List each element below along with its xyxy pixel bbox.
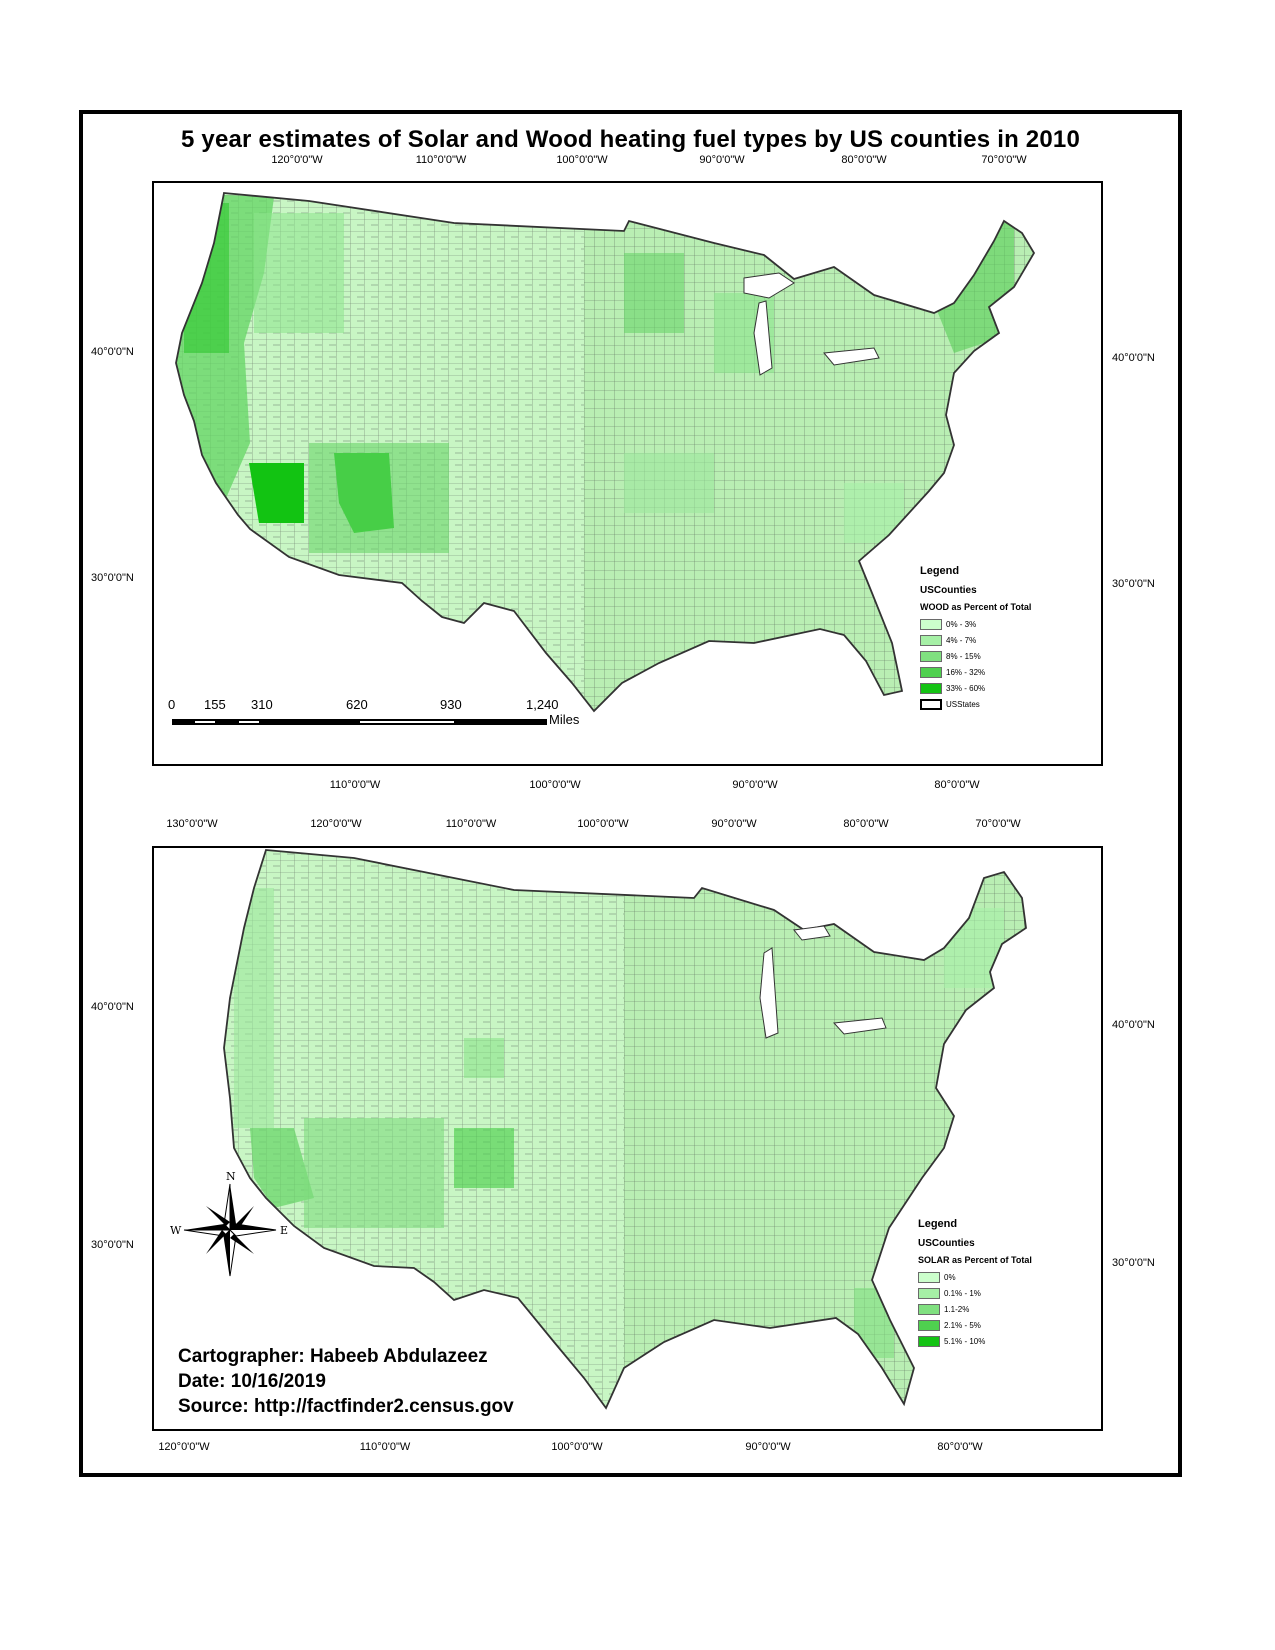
legend-swatch	[920, 682, 942, 694]
west-label: W	[170, 1224, 182, 1237]
legend-class: 1.1-2%	[918, 1301, 1078, 1317]
north-arrow: N E W	[170, 1170, 288, 1277]
legend-swatch	[918, 1287, 940, 1299]
bottom-map-lat-tick: 40°0'0"N	[91, 1001, 134, 1013]
solar-map: N E W	[170, 849, 1027, 1410]
scale-label-310: 310	[251, 697, 273, 712]
top-map-lat-tick: 40°0'0"N	[1112, 352, 1155, 364]
map-layout-frame: 5 year estimates of Solar and Wood heati…	[79, 110, 1182, 1477]
north-label: N	[226, 1170, 236, 1183]
legend-class: 2.1% - 5%	[918, 1317, 1078, 1333]
wood-map	[172, 192, 1036, 725]
top-map-lon-tick: 90°0'0"W	[699, 154, 745, 166]
bottom-map-lon-tick: 90°0'0"W	[711, 818, 757, 830]
east-label: E	[280, 1224, 288, 1237]
bottom-map-lat-tick: 40°0'0"N	[1112, 1019, 1155, 1031]
top-map-lon-tick: 80°0'0"W	[841, 154, 887, 166]
legend-class: 4% - 7%	[920, 632, 1080, 648]
legend-class: 0%	[918, 1269, 1078, 1285]
legend-swatch	[918, 1271, 940, 1283]
legend-field: WOOD as Percent of Total	[920, 602, 1032, 612]
scale-label-0: 0	[168, 697, 176, 712]
bottom-map-lon-tick: 110°0'0"W	[445, 818, 497, 830]
scale-unit: Miles	[549, 712, 580, 727]
scale-label-155: 155	[204, 697, 226, 712]
top-map-lon-tick: 90°0'0"W	[732, 779, 778, 791]
legend-swatch	[920, 650, 942, 662]
top-map-lat-tick: 30°0'0"N	[91, 572, 134, 584]
legend-swatch	[918, 1319, 940, 1331]
cartographer-credit: Cartographer: Habeeb Abdulazeez	[178, 1346, 488, 1367]
legend-swatch	[920, 618, 942, 630]
wood-map-frame: 0 155 310 620 930 1,240 Miles Legend USC…	[152, 181, 1103, 766]
legend-layer: USCounties	[918, 1238, 975, 1249]
scale-label-1240: 1,240	[526, 697, 559, 712]
legend-layer: USCounties	[920, 585, 977, 596]
bottom-map-lon-tick: 80°0'0"W	[937, 1441, 983, 1453]
wood-legend: Legend USCounties WOOD as Percent of Tot…	[920, 565, 1080, 712]
legend-class: 16% - 32%	[920, 664, 1080, 680]
bottom-map-lat-tick: 30°0'0"N	[91, 1239, 134, 1251]
legend-class: 5.1% - 10%	[918, 1333, 1078, 1349]
legend-class: 0.1% - 1%	[918, 1285, 1078, 1301]
legend-class: 0% - 3%	[920, 616, 1080, 632]
scale-bar	[172, 719, 547, 725]
scale-label-930: 930	[440, 697, 462, 712]
legend-title: Legend	[918, 1218, 958, 1230]
top-map-lat-tick: 30°0'0"N	[1112, 578, 1155, 590]
top-map-lon-tick: 80°0'0"W	[934, 779, 980, 791]
top-map-lon-tick: 100°0'0"W	[556, 154, 608, 166]
bottom-map-lon-tick: 100°0'0"W	[551, 1441, 603, 1453]
top-map-lon-tick: 100°0'0"W	[529, 779, 581, 791]
legend-field: SOLAR as Percent of Total	[918, 1255, 1032, 1265]
bottom-map-lon-tick: 110°0'0"W	[359, 1441, 411, 1453]
legend-swatch	[920, 666, 942, 678]
top-map-lat-tick: 40°0'0"N	[91, 346, 134, 358]
solar-map-frame: N E W Legend USCounties SOLAR as Percent…	[152, 846, 1103, 1431]
solar-legend: Legend USCounties SOLAR as Percent of To…	[918, 1218, 1078, 1349]
bottom-map-lon-tick: 120°0'0"W	[158, 1441, 210, 1453]
top-map-lon-tick: 120°0'0"W	[271, 154, 323, 166]
date-credit: Date: 10/16/2019	[178, 1371, 326, 1392]
legend-swatch	[918, 1335, 940, 1347]
source-credit: Source: http://factfinder2.census.gov	[178, 1396, 514, 1417]
top-map-lon-tick: 70°0'0"W	[981, 154, 1027, 166]
scale-label-620: 620	[346, 697, 368, 712]
top-map-lon-tick: 110°0'0"W	[329, 779, 381, 791]
legend-title: Legend	[920, 565, 960, 577]
legend-class-states: USStates	[920, 696, 1080, 712]
page-title: 5 year estimates of Solar and Wood heati…	[180, 126, 1080, 153]
bottom-map-lon-tick: 70°0'0"W	[975, 818, 1021, 830]
legend-class: 8% - 15%	[920, 648, 1080, 664]
bottom-map-lon-tick: 80°0'0"W	[843, 818, 889, 830]
bottom-map-lat-tick: 30°0'0"N	[1112, 1257, 1155, 1269]
bottom-map-lon-tick: 90°0'0"W	[745, 1441, 791, 1453]
legend-class: 33% - 60%	[920, 680, 1080, 696]
bottom-map-lon-tick: 100°0'0"W	[577, 818, 629, 830]
legend-swatch	[918, 1303, 940, 1315]
top-map-lon-tick: 110°0'0"W	[415, 154, 467, 166]
bottom-map-lon-tick: 130°0'0"W	[166, 818, 218, 830]
legend-swatch	[920, 634, 942, 646]
map-credits: Cartographer: Habeeb Abdulazeez Date: 10…	[178, 1344, 514, 1419]
bottom-map-lon-tick: 120°0'0"W	[310, 818, 362, 830]
legend-swatch	[920, 698, 942, 710]
